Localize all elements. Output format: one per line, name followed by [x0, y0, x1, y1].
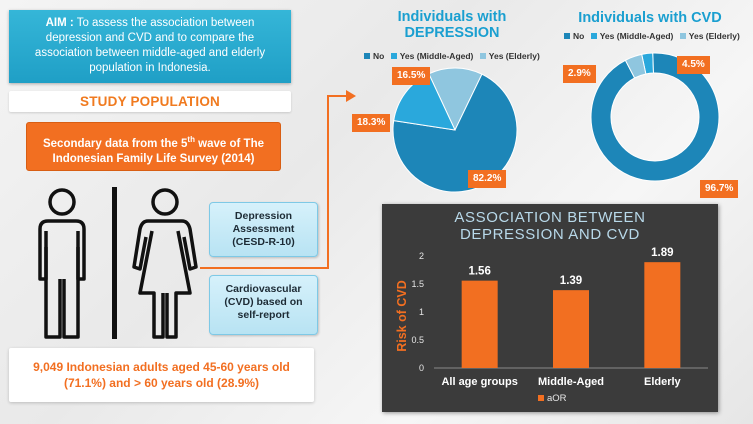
source-line2: Indonesian Family Life Survey (2014)	[52, 152, 255, 165]
cvd-legend-middle: Yes (Middle-Aged)	[599, 31, 674, 41]
secondary-data-box: Secondary data from the 5th wave of The …	[26, 122, 281, 171]
dep-line2: Assessment	[232, 223, 295, 235]
bar-value-label-0: 1.56	[468, 266, 490, 278]
dep-title-line1: Individuals with	[397, 9, 507, 25]
depression-legend: No Yes (Middle-Aged) Yes (Elderly)	[360, 51, 540, 61]
cvd-label-no: 96.7%	[700, 180, 739, 198]
dep-label-no: 82.2%	[468, 170, 507, 188]
bar-2	[644, 262, 681, 368]
man-icon	[38, 188, 86, 339]
legend-swatch-no	[364, 53, 370, 59]
y-tick-label: 2	[419, 251, 424, 261]
association-bar-panel: ASSOCIATION BETWEEN DEPRESSION AND CVD 0…	[382, 204, 718, 412]
bar-title-line1: ASSOCIATION BETWEEN	[454, 209, 646, 226]
woman-icon	[132, 188, 198, 339]
depression-assessment-box: Depression Assessment (CESD-R-10)	[209, 202, 318, 257]
legend-swatch-middle	[390, 53, 397, 59]
population-box: 9,049 Indonesian adults aged 45-60 years…	[9, 348, 314, 402]
cvd-legend-swatch-middle	[590, 33, 597, 39]
dep-line1: Depression	[234, 210, 293, 222]
y-axis-label: Risk of CVD	[395, 280, 409, 352]
bar-legend-swatch	[538, 395, 544, 401]
y-tick-label: 0	[419, 363, 424, 373]
x-tick-label-2: Elderly	[644, 376, 682, 388]
bar-chart-title: ASSOCIATION BETWEEN DEPRESSION AND CVD	[382, 209, 718, 243]
legend-swatch-elderly	[479, 53, 486, 59]
cvd-legend-no: No	[573, 31, 585, 41]
cvd-chart-title: Individuals with CVD	[578, 10, 722, 26]
y-tick-label: 0.5	[411, 335, 424, 345]
aim-text: To assess the association between depres…	[34, 17, 266, 74]
cvd-assessment-box: Cardiovascular (CVD) based on self-repor…	[209, 275, 318, 335]
source-line1b: wave of The	[194, 137, 265, 150]
cvd-legend-elderly: Yes (Elderly)	[688, 31, 740, 41]
population-line1: 9,049 Indonesian adults aged 45-60 years…	[33, 360, 290, 374]
x-tick-label-0: All age groups	[441, 376, 517, 388]
dep-legend-middle: Yes (Middle-Aged)	[399, 51, 474, 61]
y-tick-label: 1	[419, 307, 424, 317]
y-tick-label: 1.5	[411, 279, 424, 289]
dep-legend-no: No	[373, 51, 385, 61]
dep-legend-elderly: Yes (Elderly)	[488, 51, 540, 61]
depression-pie	[392, 67, 518, 193]
dep-line3: (CESD-R-10)	[232, 236, 295, 248]
cvd-legend-swatch-no	[564, 33, 570, 39]
aim-box: AIM : To assess the association between …	[9, 10, 291, 83]
source-line1: Secondary data from the 5	[42, 137, 188, 150]
dep-title-line2: DEPRESSION	[404, 25, 500, 41]
bar-value-label-1: 1.39	[560, 275, 582, 287]
source-sup: th	[187, 135, 195, 144]
dep-label-elderly: 16.5%	[392, 67, 431, 85]
aim-label: AIM :	[45, 17, 74, 29]
bar-legend-label: aOR	[547, 393, 567, 404]
cvd-legend-swatch-elderly	[679, 33, 686, 39]
cvd-slice-elderly	[624, 53, 647, 79]
cvd-label-middle: 2.9%	[563, 65, 596, 83]
cvd-legend: No Yes (Middle-Aged) Yes (Elderly)	[560, 31, 740, 41]
study-population-heading: STUDY POPULATION	[9, 91, 291, 112]
cvd-donut	[590, 52, 720, 182]
bar-title-line2: DEPRESSION AND CVD	[459, 226, 640, 243]
bar-1	[553, 290, 589, 368]
bar-value-label-2: 1.89	[651, 247, 673, 259]
depression-chart-title: Individuals with DEPRESSION	[367, 9, 537, 41]
population-line2: (71.1%) and > 60 years old (28.9%)	[63, 376, 260, 390]
x-tick-label-1: Middle-Aged	[538, 376, 604, 388]
bar-0	[461, 280, 498, 368]
cvd-slice-no	[590, 52, 720, 182]
association-bar-chart: 0 0.5 1 1.5 2 Risk of CVD 1.56 All age groups 1.…	[395, 247, 708, 404]
gender-divider	[112, 187, 117, 339]
cvd-line1: Cardiovascular	[225, 283, 302, 295]
cvd-line2: (CVD) based on	[224, 296, 303, 308]
dep-label-middle: 18.3%	[352, 114, 391, 132]
cvd-label-elderly: 4.5%	[677, 56, 710, 74]
cvd-line3: self-report	[237, 309, 290, 321]
